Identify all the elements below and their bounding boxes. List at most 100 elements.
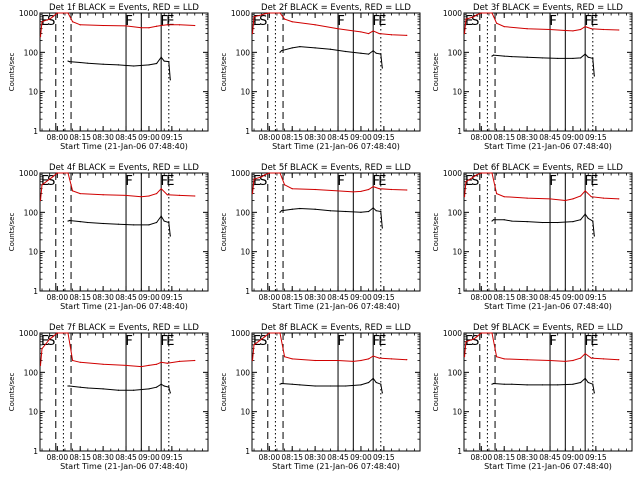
data-point-lld — [178, 194, 181, 196]
chart-panel: Det 4f BLACK = Events, RED = LLD 1 10 100 10… — [8, 163, 209, 311]
data-point-lld — [268, 172, 270, 174]
data-point-lld — [102, 363, 104, 365]
data-point-events — [491, 220, 493, 222]
data-point-events — [526, 221, 528, 223]
data-point-events — [579, 219, 582, 221]
plot-frame — [251, 332, 421, 452]
data-point-lld — [495, 192, 498, 195]
data-point-lld — [406, 189, 408, 191]
x-axis-label: Start Time (21-Jan-06 07:48:40) — [60, 462, 188, 471]
y-tick-label: 1 — [245, 127, 250, 136]
data-point-lld — [71, 21, 74, 23]
data-point-lld — [41, 184, 43, 186]
data-point-lld — [360, 359, 362, 362]
data-point-lld — [56, 332, 58, 334]
x-tick-label: 08:45 — [327, 453, 349, 462]
peak-label: S — [47, 174, 55, 189]
data-point-events — [329, 48, 331, 50]
data-point-events — [155, 62, 158, 65]
data-point-lld — [602, 28, 605, 31]
peak-label: S — [47, 334, 55, 349]
data-point-lld — [480, 172, 482, 174]
peak-label: E — [465, 174, 473, 189]
data-point-lld — [268, 12, 270, 14]
x-axis-label: Start Time (21-Jan-06 07:48:40) — [484, 302, 612, 311]
data-point-events — [584, 377, 586, 380]
data-point-events — [579, 381, 582, 384]
data-point-lld — [503, 358, 505, 360]
data-point-lld — [360, 190, 362, 193]
peak-label: E — [590, 174, 598, 189]
data-point-events — [503, 219, 505, 221]
y-tick-label: 1000 — [231, 9, 250, 18]
y-tick-label: 1000 — [19, 169, 38, 178]
data-point-lld — [194, 24, 196, 27]
data-point-lld — [584, 190, 586, 192]
data-point-events — [345, 385, 347, 387]
data-point-lld — [564, 199, 566, 202]
data-point-lld — [476, 336, 478, 338]
y-tick-label: 1 — [33, 447, 38, 456]
data-point-lld — [67, 12, 69, 14]
data-point-lld — [39, 199, 42, 202]
data-point-lld — [71, 359, 74, 362]
y-axis-label: Counts/sec — [220, 53, 228, 92]
x-tick-label: 09:00 — [562, 133, 584, 142]
x-tick-label: 08:00 — [470, 293, 492, 302]
y-tick-label: 1 — [457, 447, 462, 456]
data-point-events — [572, 383, 574, 385]
peak-label: E — [166, 14, 174, 29]
data-point-lld — [473, 16, 475, 18]
data-point-events — [168, 221, 170, 224]
data-point-events — [541, 57, 544, 59]
data-point-events — [380, 210, 382, 213]
x-tick-label: 09:15 — [161, 453, 183, 462]
data-point-events — [133, 65, 135, 67]
data-point-lld — [352, 360, 354, 362]
data-point-lld — [71, 190, 74, 192]
data-point-lld — [378, 32, 380, 35]
data-point-lld — [602, 197, 605, 199]
data-point-events — [160, 56, 162, 58]
data-point-events — [280, 210, 283, 212]
y-axis-label: Counts/sec — [8, 53, 16, 92]
x-tick-label: 08:15 — [493, 133, 515, 142]
data-point-events — [592, 220, 594, 222]
x-tick-label: 08:30 — [516, 133, 538, 142]
x-tick-label: 08:45 — [539, 293, 561, 302]
data-point-events — [380, 53, 382, 55]
data-point-lld — [372, 30, 374, 32]
data-point-events — [148, 224, 150, 226]
x-axis-label: Start Time (21-Jan-06 07:48:40) — [272, 302, 400, 311]
data-point-events — [592, 383, 594, 385]
data-point-events — [526, 384, 528, 386]
data-point-events — [163, 385, 165, 387]
data-point-events — [163, 60, 165, 62]
x-tick-label: 09:00 — [562, 453, 584, 462]
data-point-lld — [49, 178, 51, 180]
x-tick-label: 08:30 — [304, 133, 326, 142]
data-point-lld — [495, 22, 498, 24]
data-point-lld — [463, 356, 466, 358]
data-point-lld — [283, 18, 286, 20]
data-point-lld — [465, 181, 467, 183]
x-tick-label: 08:45 — [115, 293, 137, 302]
data-point-events — [299, 384, 301, 386]
chart-title: Det 8f BLACK = Events, RED = LLD — [261, 323, 411, 333]
data-point-events — [593, 392, 595, 394]
data-point-events — [375, 210, 377, 212]
data-point-events — [163, 220, 165, 222]
data-point-events — [148, 64, 150, 66]
x-tick-label: 09:00 — [138, 133, 160, 142]
data-point-lld — [148, 364, 150, 367]
data-point-lld — [406, 359, 408, 361]
peak-label: S — [471, 14, 479, 29]
y-tick-label: 10 — [28, 408, 38, 417]
data-point-lld — [264, 174, 266, 176]
data-point-lld — [279, 172, 281, 174]
data-point-events — [68, 385, 71, 387]
x-tick-label: 09:00 — [138, 453, 160, 462]
data-point-events — [291, 47, 293, 49]
data-point-lld — [549, 359, 551, 362]
